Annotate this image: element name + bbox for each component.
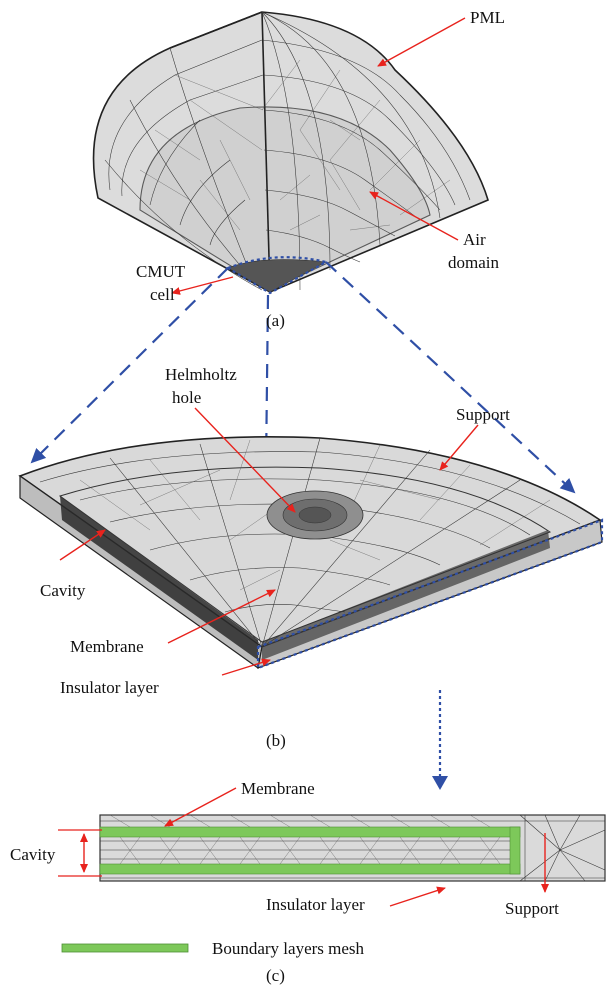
- legend-swatch: [61, 943, 189, 953]
- label-support-b: Support: [456, 405, 510, 424]
- label-cavity-b: Cavity: [40, 581, 86, 600]
- section-mesh-lines: [100, 814, 606, 882]
- cmut-cell-dense-mesh: [227, 259, 328, 293]
- boundary-layer-bottom: [99, 863, 521, 875]
- label-pml: PML: [470, 8, 505, 27]
- label-cavity-c: Cavity: [10, 845, 56, 864]
- boundary-layer-top: [99, 826, 521, 838]
- panel-a-mesh: [92, 11, 489, 295]
- label-cmut-line2: cell: [150, 285, 175, 304]
- arrow-cavity-b: [59, 529, 106, 561]
- label-membrane-c: Membrane: [241, 779, 315, 798]
- label-helmholtz-line1: Helmholtz: [165, 365, 237, 384]
- caption-b: (b): [266, 731, 286, 750]
- label-insulator-b: Insulator layer: [60, 678, 159, 697]
- arrow-support-b: [439, 424, 479, 471]
- cmut-cell-outline: [225, 256, 330, 295]
- arrow-helmholtz: [194, 407, 296, 513]
- air-domain-dome: [139, 106, 431, 291]
- guide-right: [325, 261, 576, 494]
- arrow-membrane-b: [167, 589, 276, 644]
- label-cmut-line1: CMUT: [136, 262, 186, 281]
- section-outline: [256, 518, 604, 670]
- label-air-line1: Air: [463, 230, 486, 249]
- label-insulator-c: Insulator layer: [266, 895, 365, 914]
- boundary-layer-right: [509, 826, 521, 875]
- arrow-air: [369, 191, 459, 241]
- pml-mesh-lines: [104, 11, 471, 291]
- cavity-band: [60, 496, 258, 660]
- panel-b-mesh: [18, 436, 604, 670]
- arrow-insulator-c: [389, 886, 446, 907]
- label-support-c: Support: [505, 899, 559, 918]
- arrow-insulator-b: [221, 658, 271, 676]
- panel-c-section: [99, 814, 606, 882]
- arrow-membrane-c: [164, 787, 237, 827]
- legend-label: Boundary layers mesh: [212, 939, 365, 958]
- caption-a: (a): [266, 311, 285, 330]
- label-air-line2: domain: [448, 253, 499, 272]
- arrow-cmut: [171, 276, 234, 295]
- label-helmholtz-line2: hole: [172, 388, 201, 407]
- label-membrane-b: Membrane: [70, 637, 144, 656]
- caption-c: (c): [266, 966, 285, 985]
- arrow-pml: [377, 17, 466, 67]
